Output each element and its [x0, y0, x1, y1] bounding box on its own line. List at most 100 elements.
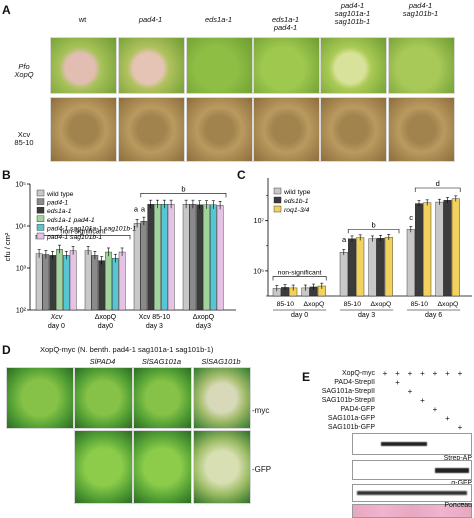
row1-label-text: Pfo XopQ: [14, 62, 34, 79]
panel-d-row-label-myc: -myc: [252, 406, 270, 415]
chart-b-y-tick-label: 10²: [16, 308, 27, 315]
panel-e-row-label-6: SAG101b-GFP: [327, 424, 375, 431]
chart-b-y-tick-label: 10⁵: [15, 182, 26, 189]
panel-e-row-label-3: SAG101b-StrepII: [321, 397, 375, 404]
panel-e-blot-0: [352, 433, 472, 455]
chart-c-annotation-b: b: [372, 220, 376, 229]
panel-d-column-label-2: SlSAG101a: [141, 357, 182, 366]
chart-b-bar: [42, 254, 50, 311]
chart-c-legend-swatch: [273, 196, 282, 204]
leaf-image-xcv-1: [50, 97, 117, 162]
chart-c: 10⁵ 10⁷ day 0 day 3 day 6 85-10 ΔxopQ 85-10 Δxop…: [253, 178, 472, 319]
chart-b-bar: [189, 204, 197, 311]
chart-b-x-sublabel: day3: [196, 323, 211, 330]
chart-b-bar: [105, 251, 112, 311]
chart-b-bar: [49, 255, 56, 311]
panel-e-mark: +: [432, 369, 438, 378]
panel-letter-d: D: [2, 343, 11, 357]
chart-b-bar: [154, 204, 161, 311]
panel-d-title: XopQ-myc (N. benth. pad4-1 sag101a-1 sag…: [40, 345, 214, 354]
chart-b-legend-label: pad4-1: [46, 200, 68, 207]
chart-c-bar: [339, 252, 348, 297]
panel-e-row-label-5: SAG101a-GFP: [327, 415, 375, 422]
panel-e-band: [435, 468, 469, 473]
panel-e-blot-label-3: Ponceau: [444, 502, 472, 509]
chart-b-legend-swatch: [36, 207, 45, 214]
chart-c-legend-label: wild type: [283, 189, 311, 196]
chart-b-legend-label: eds1a-1: [47, 208, 72, 215]
chart-b-bar: [35, 253, 43, 311]
panel-letter-a: A: [2, 3, 11, 17]
panel-e-blot-label-0: Strep-AP: [443, 455, 472, 462]
chart-b-x-label: Xcv 85-10: [139, 314, 171, 321]
chart-c-bar: [423, 202, 432, 297]
leaf-image-pfo-1: [50, 37, 117, 94]
chart-b-bar: [111, 258, 119, 311]
leaf-image-xcv-6: [388, 97, 455, 162]
panel-e-mark: +: [407, 369, 413, 378]
panel-d-leaf-gfp-3: [193, 430, 251, 504]
chart-c-legend-label: roq1-3/4: [284, 207, 310, 214]
chart-c-nonsig-bracket: [272, 276, 327, 281]
chart-c-legend-swatch: [273, 205, 282, 213]
panel-d-column-label-1: SlPAD4: [89, 357, 116, 366]
panel-d-row-label-gfp: -GFP: [252, 465, 272, 474]
column-label-1: wt: [78, 15, 87, 24]
panel-e-mark: +: [395, 378, 400, 387]
chart-b-bar: [160, 204, 168, 311]
leaf-image-pfo-5: [320, 37, 387, 94]
chart-b-legend-label: pad4-1 sag101a-1 sag101b-1: [46, 225, 136, 232]
chart-c-annotation-d: d: [436, 179, 440, 188]
panel-d-leaf-myc-1: [74, 367, 133, 429]
chart-b-legend-swatch: [36, 232, 45, 240]
chart-b-bar: [63, 255, 70, 311]
row2-label: Xcv 85-10: [2, 131, 46, 147]
panel-e-mark: +: [457, 369, 463, 378]
chart-b-bar: [209, 204, 217, 311]
chart-b-bar: [91, 255, 99, 311]
panel-e-row-label-0: XopQ-myc: [341, 370, 375, 377]
chart-b-bar: [140, 221, 148, 311]
chart-b-y-axis-label: cfu / cm²: [3, 232, 12, 261]
column-label-3: eds1a-1: [204, 15, 233, 24]
chart-c-strain-label: ΔxopQ: [371, 301, 392, 308]
chart-c-bar: [368, 238, 377, 297]
chart-b-bar: [147, 204, 155, 311]
chart-b-bar: [133, 223, 141, 311]
panel-letter-c: C: [237, 168, 246, 182]
leaf-image-pfo-3: [186, 37, 253, 94]
chart-b-bar: [167, 204, 175, 311]
chart-b-legend-label: eds1a-1 pad4-1: [47, 217, 95, 224]
panel-e-band: [357, 491, 467, 495]
chart-c-day-label: day 0: [291, 312, 308, 319]
column-label-6: pad4-1 sag101b-1: [402, 1, 439, 18]
panel-e-mark: +: [420, 369, 425, 378]
panel-e-mark: +: [445, 369, 450, 378]
chart-b-x-label: ΔxopQ: [95, 314, 117, 321]
panel-d-leaf-myc-2: [133, 367, 192, 429]
panel-d-leaf-gfp-1: [74, 430, 133, 504]
chart-b-annotation-b: b: [181, 184, 185, 193]
column-label-5: pad4-1 sag101a-1 sag101b-1: [334, 1, 371, 26]
panel-d-leaf-myc-3: [193, 367, 251, 429]
chart-b-x-sublabel: day0: [98, 323, 113, 330]
chart-b: 10² 10³ 10⁴ 10⁵ cfu / cm² Xcv day 0 ΔxopQ day0 Xc…: [3, 182, 236, 330]
chart-b-nonsig-bracket: [35, 235, 131, 240]
chart-c-annotation-c: c: [409, 213, 413, 222]
chart-c-strain-label: 85-10: [344, 301, 362, 308]
chart-c-bar: [384, 236, 393, 297]
chart-c-day-label: day 6: [425, 312, 442, 319]
chart-c-strain-label: 85-10: [277, 301, 295, 308]
chart-b-bar: [98, 260, 105, 311]
row1-label: Pfo XopQ: [2, 63, 46, 79]
chart-b-nonsig-label: non-significant: [60, 228, 105, 235]
chart-b-x-sublabel: day 3: [146, 323, 163, 330]
chart-b-bar: [84, 250, 92, 311]
panel-e-blot-label-1: α-GFP: [410, 480, 472, 487]
panel-d-leaf-myc-0: [6, 367, 74, 429]
panel-e-row-label-4: PAD4-GFP: [340, 406, 376, 413]
chart-c-bar: [443, 200, 452, 297]
row2-label-text: Xcv 85-10: [14, 130, 34, 147]
chart-b-legend-swatch: [36, 224, 45, 231]
panel-e-mark: +: [445, 414, 450, 423]
